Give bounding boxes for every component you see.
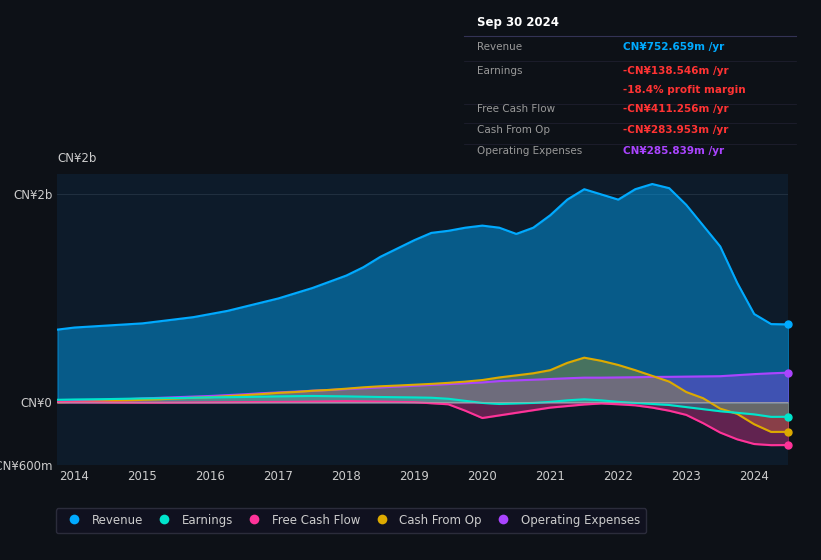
Legend: Revenue, Earnings, Free Cash Flow, Cash From Op, Operating Expenses: Revenue, Earnings, Free Cash Flow, Cash … bbox=[56, 508, 646, 533]
Text: CN¥285.839m /yr: CN¥285.839m /yr bbox=[623, 146, 725, 156]
Text: Free Cash Flow: Free Cash Flow bbox=[477, 104, 555, 114]
Text: Sep 30 2024: Sep 30 2024 bbox=[477, 16, 559, 29]
Text: -18.4% profit margin: -18.4% profit margin bbox=[623, 85, 746, 95]
Text: CN¥2b: CN¥2b bbox=[57, 152, 97, 165]
Text: -CN¥138.546m /yr: -CN¥138.546m /yr bbox=[623, 66, 729, 76]
Text: Revenue: Revenue bbox=[477, 42, 522, 52]
Text: CN¥752.659m /yr: CN¥752.659m /yr bbox=[623, 42, 725, 52]
Text: -CN¥283.953m /yr: -CN¥283.953m /yr bbox=[623, 125, 729, 135]
Text: -CN¥411.256m /yr: -CN¥411.256m /yr bbox=[623, 104, 729, 114]
Text: Cash From Op: Cash From Op bbox=[477, 125, 550, 135]
Text: Operating Expenses: Operating Expenses bbox=[477, 146, 582, 156]
Text: Earnings: Earnings bbox=[477, 66, 523, 76]
